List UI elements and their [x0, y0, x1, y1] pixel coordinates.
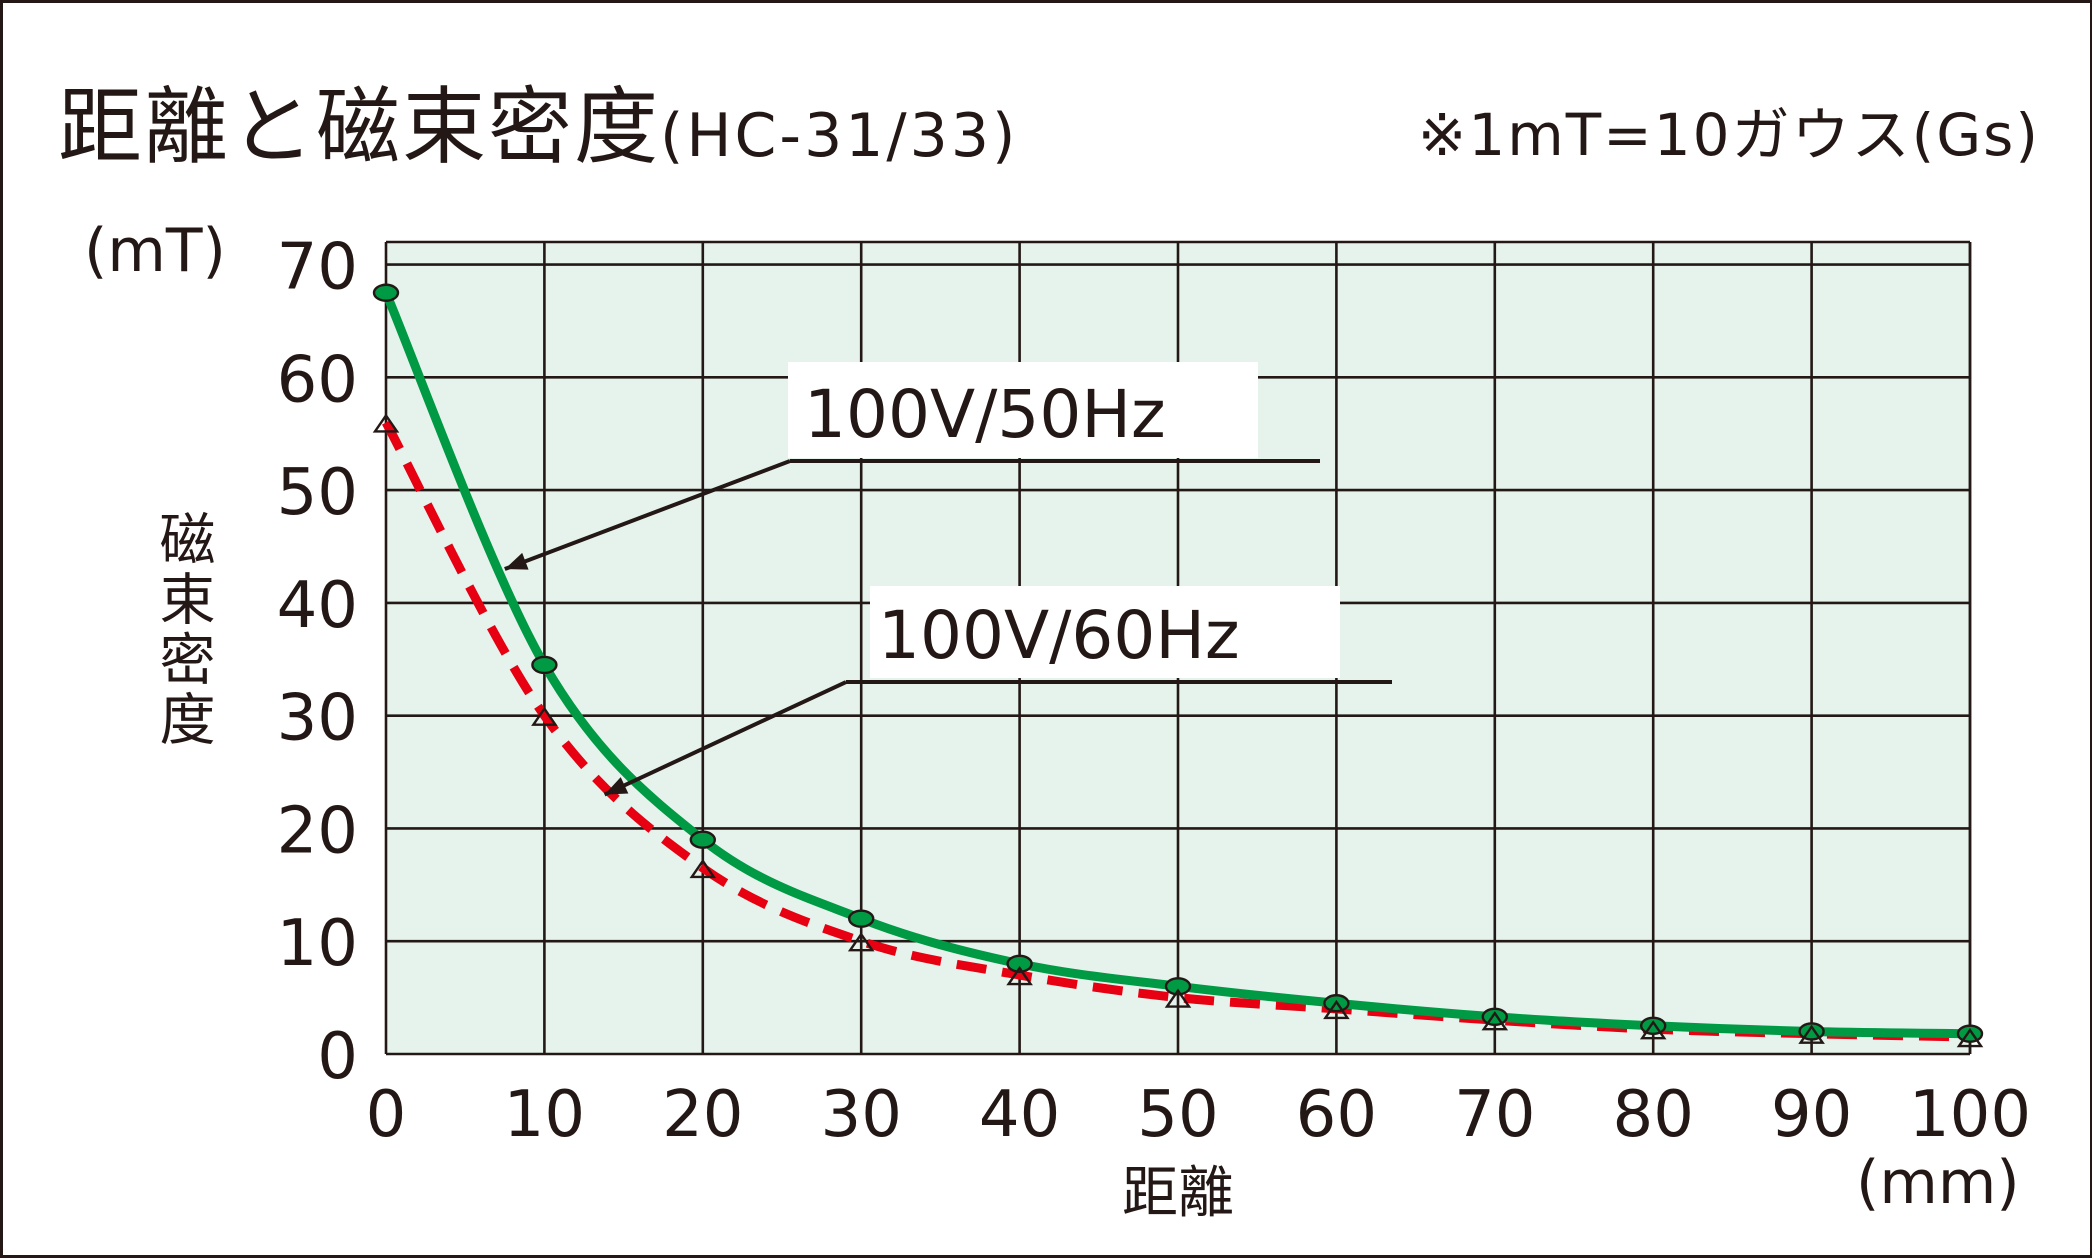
point-100v-60hz-60 [1323, 999, 1350, 1020]
point-100v-60hz-100 [1956, 1027, 1984, 1048]
y-tick-label-30: 30 [277, 682, 358, 756]
point-100v-60hz-80 [1639, 1020, 1667, 1040]
x-tick-label-20: 20 [662, 1078, 743, 1152]
series-line-100v-50hz [381, 290, 1971, 1039]
point-100v-60hz-50 [1164, 988, 1192, 1008]
annotation-label-100v-60hz: 100V/60Hz [878, 597, 1240, 674]
point-100v-60hz-90 [1798, 1024, 1825, 1044]
y-axis-label: 磁束密度 [150, 510, 215, 750]
x-tick-label-10: 10 [504, 1078, 585, 1152]
point-100v-50hz-30 [848, 909, 875, 928]
point-100v-60hz-70 [1481, 1011, 1509, 1031]
y-axis-unit: (mT) [84, 216, 226, 286]
annotation-label-100v-50hz: 100V/50Hz [804, 376, 1166, 453]
x-tick-label-60: 60 [1296, 1078, 1377, 1152]
x-axis-unit: (mm) [1856, 1148, 2020, 1218]
annotation-arrow-100v-50hz [504, 552, 529, 570]
x-tick-label-90: 90 [1771, 1078, 1852, 1152]
x-tick-label-70: 70 [1454, 1078, 1535, 1152]
title-main: 距離と磁束密度 [58, 78, 661, 176]
annotation-arrow-100v-60hz [604, 777, 629, 795]
x-axis-label: 距離 [1122, 1161, 1234, 1226]
annotation-leader-100v-60hz [603, 680, 847, 797]
point-100v-50hz-20 [689, 830, 716, 849]
x-tick-label-0: 0 [366, 1078, 407, 1152]
point-100v-60hz-40 [1006, 965, 1033, 986]
annotation-mask-100v-50hz [788, 362, 1258, 458]
y-tick-label-20: 20 [277, 794, 358, 868]
y-tick-label-70: 70 [277, 231, 358, 305]
title-model: (HC-31/33) [660, 101, 1019, 171]
y-tick-label-10: 10 [277, 907, 358, 981]
point-100v-60hz-10 [531, 706, 558, 726]
point-100v-50hz-50 [1164, 977, 1192, 996]
x-tick-label-80: 80 [1612, 1078, 1693, 1152]
point-100v-50hz-0 [372, 283, 400, 302]
point-100v-50hz-10 [531, 655, 558, 675]
y-tick-label-40: 40 [277, 569, 358, 643]
point-100v-60hz-30 [847, 932, 875, 952]
annotation-mask-100v-60hz [870, 586, 1340, 678]
chart-title: 距離と磁束密度(HC-31/33) [58, 60, 1018, 181]
point-100v-50hz-40 [1006, 954, 1033, 973]
point-100v-60hz-20 [689, 858, 717, 879]
annotation-leader-100v-50hz [504, 459, 791, 571]
unit-conversion-note: ※1mT=10ガウス(Gs) [1417, 101, 2040, 169]
y-tick-label-0: 0 [317, 1020, 358, 1094]
y-tick-label-50: 50 [277, 456, 358, 530]
x-tick-label-30: 30 [820, 1078, 901, 1152]
x-tick-label-100: 100 [1909, 1078, 2031, 1152]
x-tick-label-40: 40 [979, 1078, 1060, 1152]
point-100v-60hz-0 [372, 413, 400, 433]
x-tick-label-50: 50 [1137, 1078, 1218, 1152]
y-tick-label-60: 60 [277, 343, 358, 417]
